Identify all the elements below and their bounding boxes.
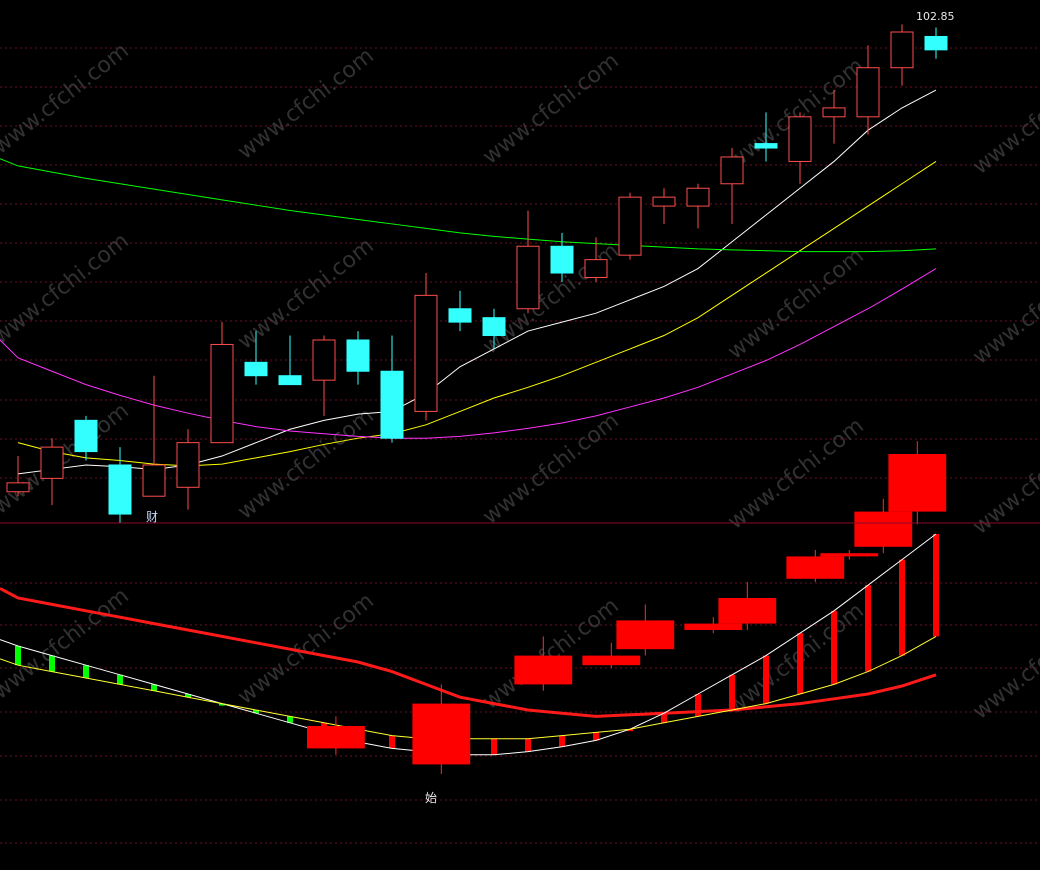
watermark-text: www.cfchi.com [968,603,1040,724]
ma-line [0,268,937,439]
candle-body [448,308,472,323]
indicator-bar [253,710,259,714]
indicator-box [582,655,641,666]
candle-body [890,31,914,69]
indicator-bar [933,534,939,637]
watermark-text: www.cfchi.com [0,228,134,349]
indicator-box [307,726,365,749]
grid-lines [0,47,1040,844]
watermark-text: www.cfchi.com [968,248,1040,369]
candle-body [108,464,132,515]
indicator-box [514,655,573,685]
indicator-bar [627,729,633,732]
red-line [0,587,937,718]
candle-body [618,196,642,256]
indicator-box [786,556,845,579]
candle-body [482,317,506,337]
watermark-text: www.cfchi.com [233,233,378,354]
indicator-panel [0,441,947,774]
candle-body [40,446,64,479]
candle-body [822,107,846,118]
watermark-text: www.cfchi.com [968,58,1040,179]
indicator-bar [661,713,667,723]
candle-body [788,116,812,162]
candle-body [142,464,166,497]
indicator-bar [287,716,293,723]
candle-body [210,343,234,444]
indicator-bar [491,738,497,755]
candle-body [278,375,302,386]
candle-body [652,196,676,207]
indicator-box [854,511,913,547]
indicator-bar [389,735,395,749]
indicator-bar [151,684,157,691]
watermark-text: www.cfchi.com [0,38,134,159]
candle-body [414,294,438,412]
watermark-text: www.cfchi.com [478,408,623,529]
indicator-bar [865,585,871,672]
watermark-text: www.cfchi.com [233,403,378,524]
watermark-text: www.cfchi.com [0,583,134,704]
indicator-bar [593,732,599,741]
indicator-bar [185,694,191,698]
annotation-cai: 财 [146,510,158,524]
price-panel [0,24,948,523]
candle-body [244,361,268,377]
high-price-label: 102.85 [916,10,955,23]
candle-body [856,67,880,118]
watermark-text: www.cfchi.com [723,413,868,534]
indicator-bar [525,738,531,752]
candle-body [550,245,574,274]
candle-body [6,482,30,493]
indicator-bar [15,646,21,666]
indicator-bar [763,655,769,704]
indicator-bar [219,703,225,706]
indicator-box [718,598,777,624]
watermark-text: www.cfchi.com [233,43,378,164]
candle-body [686,187,710,207]
watermark-text: www.cfchi.com [478,593,623,714]
indicator-bar [729,674,735,710]
candle-body [584,259,608,278]
indicator-bar [831,610,837,685]
indicator-bar [559,735,565,747]
annotation-shi: 始 [425,791,437,805]
indicator-box [412,703,471,765]
candle-body [924,35,948,51]
indicator-bar [695,694,701,717]
indicator-bar [117,674,123,685]
watermark-text: www.cfchi.com [233,588,378,709]
indicator-box [684,623,743,630]
ma-line [17,89,937,475]
ma-line [17,161,937,467]
candle-body [74,419,98,453]
indicator-bar [899,559,905,656]
candle-body [720,156,744,185]
indicator-box [616,620,675,650]
candle-body [176,442,200,488]
ma-line [0,158,937,253]
candle-body [346,339,370,372]
watermark-text: www.cfchi.com [478,48,623,169]
candle-body [516,245,540,310]
candle-body [754,143,778,149]
indicator-bar [83,665,89,678]
indicator-box [820,553,879,557]
candle-body [312,339,336,381]
indicator-bar [49,655,55,672]
watermark: www.cfchi.com www.cfchi.com www.cfchi.com w… [0,38,1040,724]
watermark-text: www.cfchi.com [968,418,1040,539]
indicator-bar [797,633,803,694]
candle-body [380,370,404,439]
indicator-box [888,454,947,512]
